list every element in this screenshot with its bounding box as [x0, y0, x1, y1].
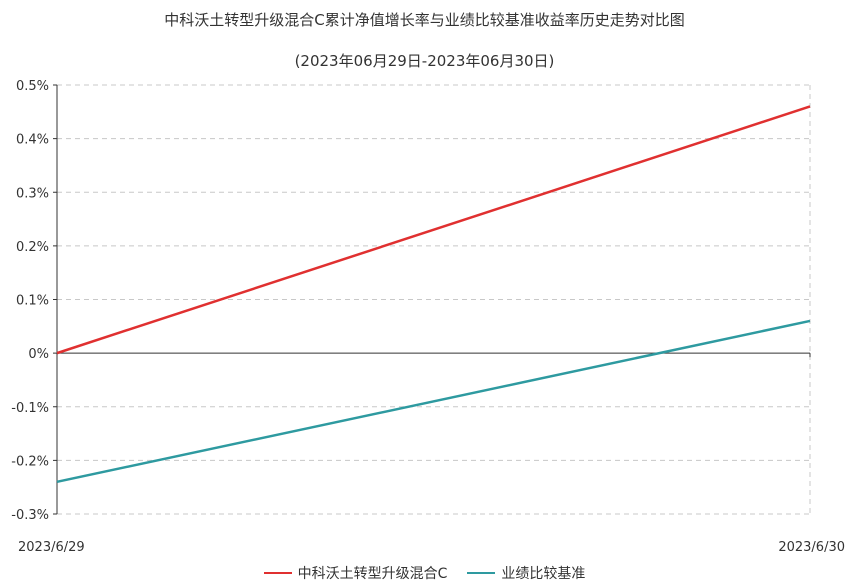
- y-tick-label: -0.3%: [11, 508, 49, 523]
- grid-lines: [57, 84, 811, 515]
- tick-labels: 0.5% 0.4% 0.3% 0.2% 0.1% 0% -0.1% -0.2% -0.3% 202…: [11, 79, 845, 555]
- series-line-1[interactable]: [56, 319, 811, 484]
- legend-label-fund: 中科沃土转型升级混合C: [297, 566, 448, 582]
- legend-swatch-fund: [263, 572, 292, 574]
- series-line-0[interactable]: [56, 105, 811, 355]
- chart-title: 中科沃土转型升级混合C累计净值增长率与业绩比较基准收益率历史走势对比图: [164, 11, 685, 29]
- y-tick-label: 0.1%: [16, 294, 49, 309]
- y-tick-label: 0.5%: [16, 79, 49, 94]
- legend-label-benchmark: 业绩比较基准: [501, 566, 586, 582]
- chart-subtitle: (2023年06月29日-2023年06月30日): [294, 52, 555, 70]
- x-tick-label: 2023/6/30: [778, 540, 845, 555]
- y-tick-label: 0.2%: [16, 240, 49, 255]
- legend-item-fund[interactable]: 中科沃土转型升级混合C: [263, 563, 448, 583]
- y-tick-label: 0.3%: [16, 186, 49, 201]
- legend: 中科沃土转型升级混合C 业绩比较基准: [0, 563, 849, 583]
- series-lines: [56, 105, 811, 484]
- axes: [53, 84, 811, 515]
- legend-item-benchmark[interactable]: 业绩比较基准: [467, 563, 585, 583]
- y-tick-label: -0.1%: [11, 401, 49, 416]
- y-tick-label: 0.4%: [16, 133, 49, 148]
- legend-swatch-benchmark: [467, 572, 496, 574]
- x-tick-label: 2023/6/29: [18, 540, 85, 555]
- y-tick-label: -0.2%: [11, 454, 49, 469]
- y-tick-label: 0%: [28, 347, 49, 362]
